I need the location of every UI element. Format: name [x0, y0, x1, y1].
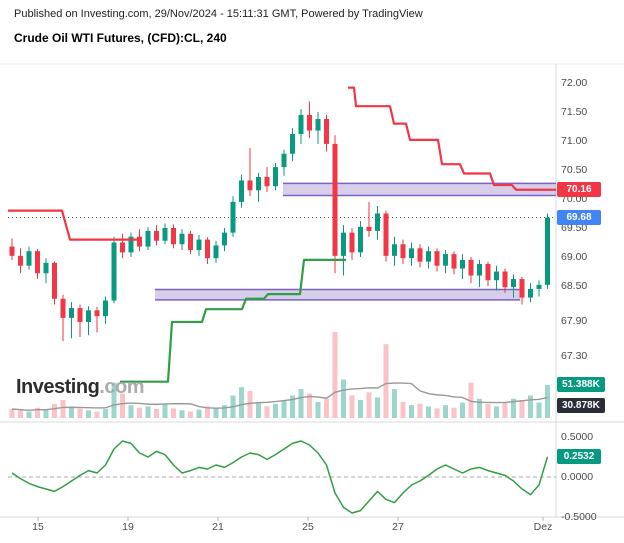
- instrument-title: Crude Oil WTI Futures, (CFD):CL, 240: [14, 31, 227, 45]
- investing-logo-main: Investing: [16, 376, 100, 398]
- investing-logo-suffix: .com: [99, 376, 144, 398]
- investing-logo: Investing.com: [16, 376, 144, 399]
- published-line: Published on Investing.com, 29/Nov/2024 …: [14, 8, 423, 20]
